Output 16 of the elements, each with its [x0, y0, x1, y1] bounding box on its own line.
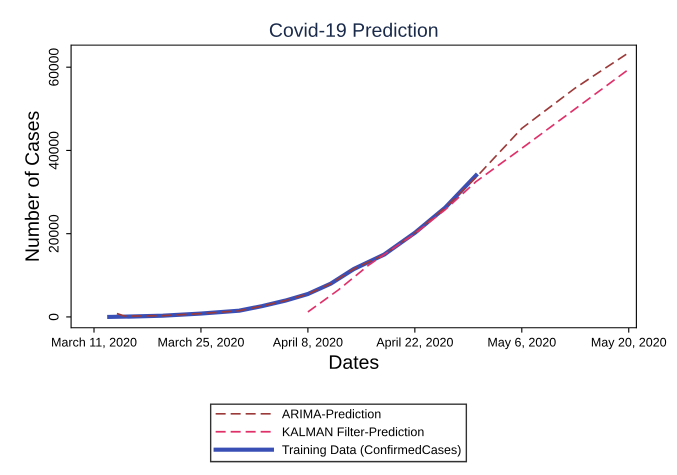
- x-tick-label: May 6, 2020: [488, 338, 556, 350]
- y-tick-label: 20000: [48, 214, 59, 252]
- chart-title: Covid-19 Prediction: [270, 22, 438, 37]
- x-tick-label: March 11, 2020: [52, 337, 136, 348]
- legend-label: Training Data (ConfirmedCases): [282, 444, 461, 457]
- legend-label: KALMAN Filter-Prediction: [282, 427, 424, 436]
- y-tick-label: 60000: [48, 48, 59, 86]
- y-axis-title: Number of Cases: [24, 111, 40, 260]
- x-axis-title: Dates: [330, 355, 378, 369]
- y-tick-label: 0: [48, 314, 59, 320]
- x-tick-label: April 22, 2020: [376, 337, 453, 350]
- y-tick-label: 40000: [48, 132, 59, 170]
- x-tick-label: May 20, 2020: [592, 338, 666, 350]
- legend-label: ARIMA-Prediction: [282, 409, 380, 418]
- x-tick-label: April 8, 2020: [272, 337, 343, 350]
- x-tick-label: March 25, 2020: [158, 337, 244, 348]
